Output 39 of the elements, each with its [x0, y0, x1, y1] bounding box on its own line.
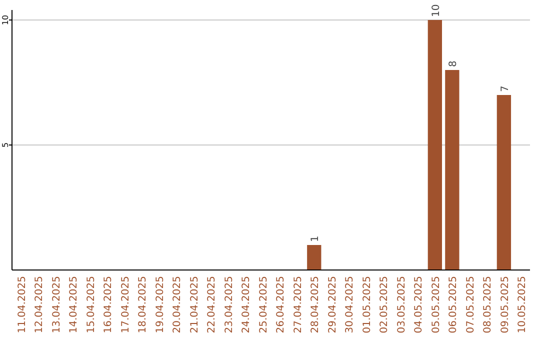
data-label: 8	[448, 60, 460, 67]
data-label: 10	[430, 4, 442, 17]
x-tick-label: 26.04.2025	[276, 276, 287, 334]
x-tick-label: 07.05.2025	[465, 276, 476, 334]
x-tick-label: 30.04.2025	[344, 276, 356, 334]
x-tick-label: 23.04.2025	[224, 276, 235, 334]
x-tick-label: 20.04.2025	[172, 276, 184, 334]
x-tick-label: 03.05.2025	[396, 276, 408, 334]
x-tick-label: 06.05.2025	[448, 276, 460, 334]
x-tick-label: 27.04.2025	[292, 276, 304, 334]
x-tick-label: 09.05.2025	[500, 276, 511, 334]
x-tick-label: 05.05.2025	[430, 276, 442, 334]
y-tick-label: 5	[1, 142, 10, 148]
x-tick-label: 25.04.2025	[258, 276, 270, 334]
x-tick-label: 17.04.2025	[120, 276, 132, 334]
x-tick-label: 13.04.2025	[51, 276, 62, 334]
x-tick-label: 29.04.2025	[327, 276, 338, 334]
bar	[428, 20, 442, 270]
bar	[496, 95, 512, 270]
x-tick-label: 24.04.2025	[241, 276, 252, 334]
x-tick-label: 01.05.2025	[362, 276, 373, 334]
x-tick-label: 28.04.2025	[310, 276, 322, 334]
x-tick-label: 08.05.2025	[482, 276, 494, 334]
x-tick-label: 18.04.2025	[138, 276, 149, 334]
x-tick-label: 10.05.2025	[517, 276, 528, 334]
x-tick-label: 19.04.2025	[154, 276, 166, 334]
x-tick-label: 22.04.2025	[206, 276, 218, 334]
x-tick-label: 11.04.2025	[16, 276, 28, 334]
x-tick-label: 16.04.2025	[103, 276, 114, 334]
data-label: 1	[310, 236, 322, 242]
bar	[307, 245, 322, 270]
x-tick-label: 14.04.2025	[68, 276, 80, 334]
x-tick-label: 04.05.2025	[414, 276, 425, 334]
data-label: 7	[500, 86, 511, 92]
x-tick-label: 12.04.2025	[34, 276, 46, 334]
x-tick-label: 15.04.2025	[86, 276, 97, 334]
x-tick-label: 21.04.2025	[189, 276, 200, 334]
x-tick-label: 02.05.2025	[379, 276, 390, 334]
bar	[445, 70, 460, 270]
